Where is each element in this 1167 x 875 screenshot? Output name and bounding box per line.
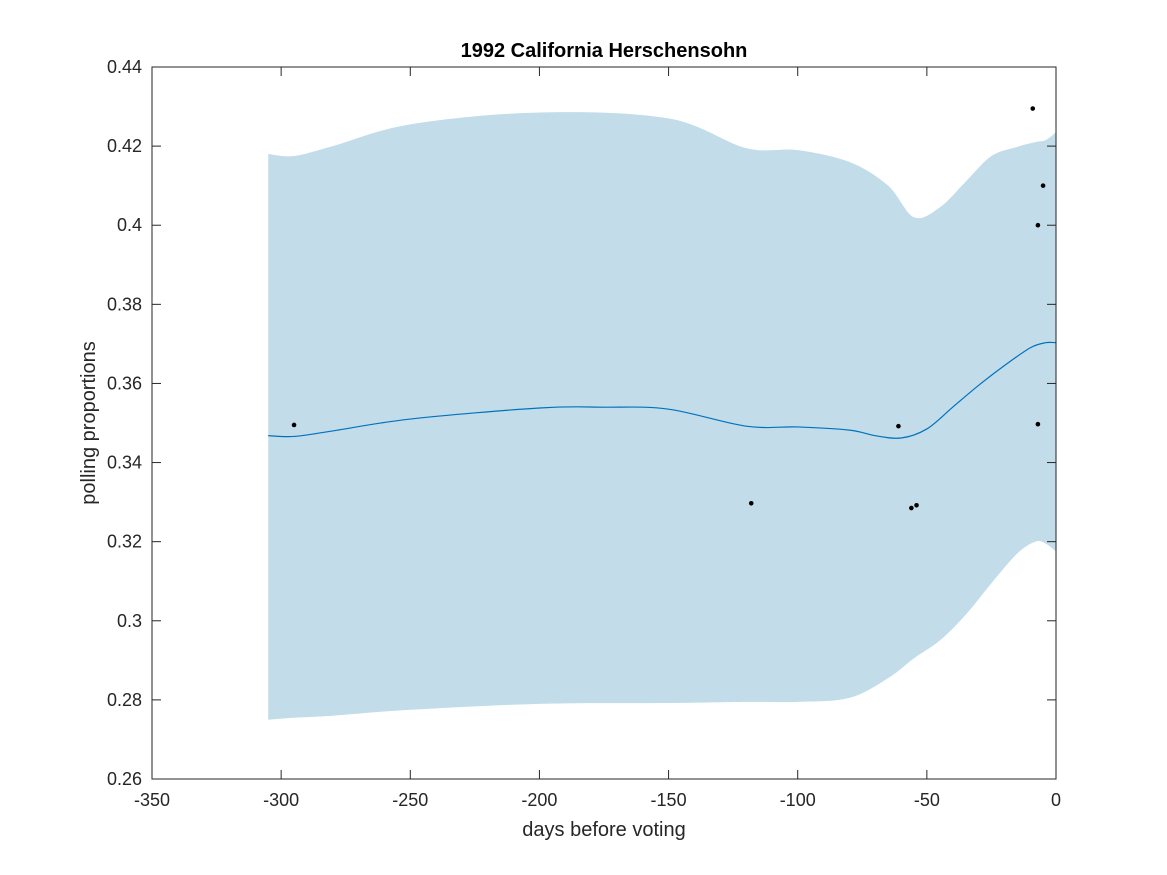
y-axis-label: polling proportions — [78, 341, 100, 504]
data-point — [748, 500, 754, 506]
y-tick-label: 0.34 — [107, 453, 142, 473]
y-tick-label: 0.26 — [107, 769, 142, 789]
y-tick-label: 0.36 — [107, 373, 142, 393]
x-tick-label: -250 — [392, 790, 428, 810]
data-point — [1030, 106, 1036, 111]
x-tick-label: 0 — [1051, 790, 1061, 810]
y-tick-label: 0.44 — [107, 57, 142, 77]
data-point — [1035, 222, 1041, 228]
y-tick-label: 0.42 — [107, 136, 142, 156]
axes-box — [151, 66, 1057, 780]
y-tick-label: 0.38 — [107, 294, 142, 314]
x-tick-label: -300 — [263, 790, 299, 810]
series-line-layer — [268, 341, 1057, 439]
data-point — [896, 423, 901, 429]
tick-labels: -350 -300 -250 -200 -150 -100 -50 0 0.26 0.28 0.3 0… — [107, 57, 1061, 810]
y-tick-label: 0.3 — [117, 611, 142, 631]
data-point — [291, 422, 297, 428]
x-tick-label: -50 — [914, 790, 940, 810]
chart-title: 1992 California Herschensohn — [461, 40, 748, 62]
confidence-band-layer — [268, 112, 1057, 720]
x-tick-label: -100 — [780, 790, 816, 810]
y-tick-label: 0.28 — [107, 690, 142, 710]
x-tick-label: -200 — [521, 790, 557, 810]
data-point — [1040, 183, 1046, 188]
x-axis-label: days before voting — [522, 819, 685, 841]
x-tick-label: -150 — [651, 790, 687, 810]
confidence-band — [268, 112, 1057, 720]
x-tick-label: -350 — [134, 790, 170, 810]
y-tick-label: 0.4 — [117, 215, 142, 235]
data-point — [914, 502, 919, 508]
data-point — [1035, 421, 1041, 427]
data-point — [909, 505, 914, 511]
series-line-0 — [268, 341, 1057, 439]
y-tick-label: 0.32 — [107, 532, 142, 552]
axes — [151, 66, 1057, 780]
data-points-layer — [291, 106, 1046, 511]
